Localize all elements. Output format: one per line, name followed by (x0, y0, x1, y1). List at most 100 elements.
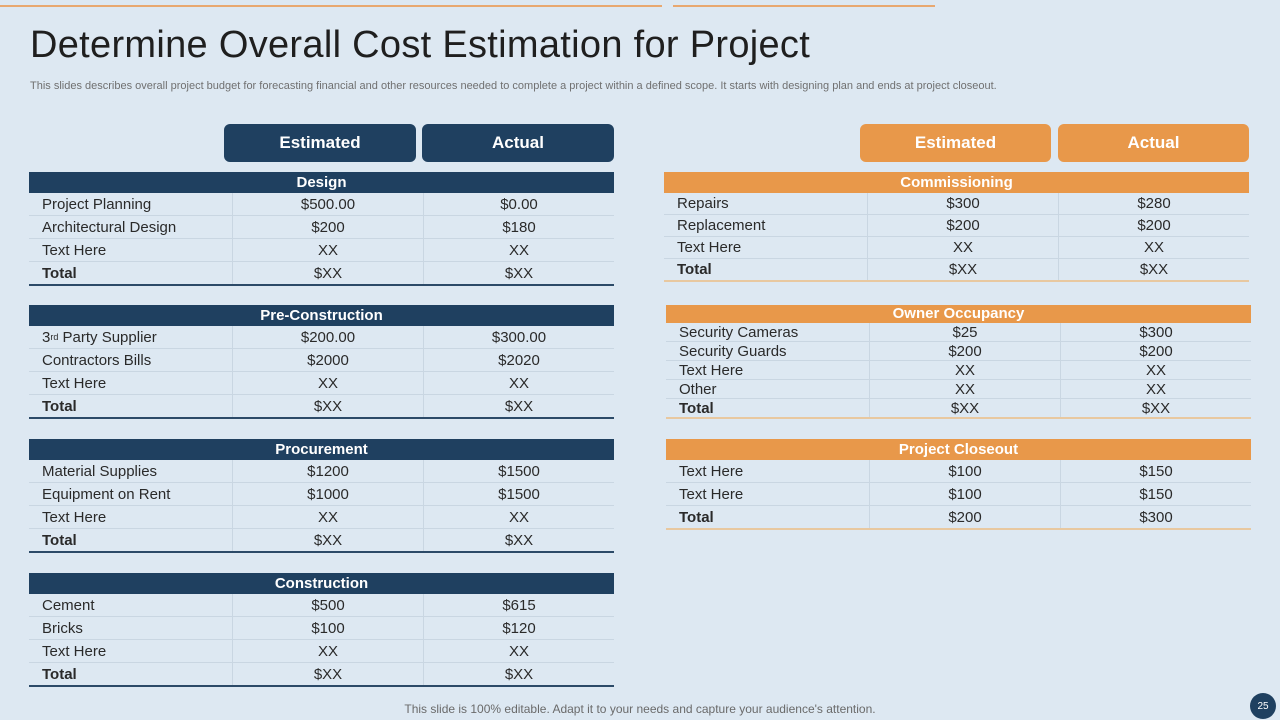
row-label: Other (679, 380, 717, 398)
actual-value: $150 (1060, 460, 1251, 482)
estimated-value: XX (232, 239, 423, 261)
estimated-value: $200 (869, 342, 1060, 360)
row-label: Text Here (679, 485, 744, 503)
project-closeout-table: Project Closeout Text Here $100 $150 Tex… (666, 439, 1251, 530)
design-table-title: Design (29, 172, 614, 193)
total-row: Total $XX $XX (664, 259, 1249, 282)
row-label: Text Here (42, 508, 107, 526)
total-row: Total $XX $XX (29, 395, 614, 419)
owner-occupancy-table-title: Owner Occupancy (666, 305, 1251, 323)
actual-value: $120 (423, 617, 614, 639)
left-actual-header: Actual (422, 124, 614, 162)
estimated-value: $XX (232, 395, 423, 417)
estimated-value: $500 (232, 594, 423, 616)
row-label: Total (42, 531, 77, 549)
row-label: Material Supplies (42, 462, 158, 480)
actual-value: $180 (423, 216, 614, 238)
estimated-value: $25 (869, 323, 1060, 341)
table-row: Architectural Design $200 $180 (29, 216, 614, 239)
actual-value: XX (423, 640, 614, 662)
estimated-value: $2000 (232, 349, 423, 371)
construction-table-title: Construction (29, 573, 614, 594)
estimated-value: $200.00 (232, 326, 423, 348)
table-row: Equipment on Rent $1000 $1500 (29, 483, 614, 506)
row-label: Architectural Design (42, 218, 177, 236)
top-accent-line-right (673, 5, 935, 7)
right-estimated-header: Estimated (860, 124, 1051, 162)
row-label: Repairs (677, 195, 729, 212)
row-label-suffix: rd (50, 332, 59, 342)
estimated-value: $200 (869, 506, 1060, 528)
table-row: Security Cameras $25 $300 (666, 323, 1251, 342)
actual-value: $XX (423, 663, 614, 685)
total-row: Total $XX $XX (29, 529, 614, 553)
estimated-value: XX (869, 361, 1060, 379)
table-row: Text Here XX XX (29, 640, 614, 663)
row-label: Total (42, 264, 77, 282)
actual-value: $XX (1058, 259, 1249, 280)
right-actual-header: Actual (1058, 124, 1249, 162)
estimated-value: $200 (867, 215, 1058, 236)
row-label: Text Here (677, 239, 742, 256)
row-label: Text Here (42, 374, 107, 392)
top-accent-line-left (0, 5, 662, 7)
actual-value: XX (423, 506, 614, 528)
row-label: Contractors Bills (42, 351, 152, 369)
row-label: Project Planning (42, 195, 152, 213)
table-row: Text Here XX XX (666, 361, 1251, 380)
actual-value: $2020 (423, 349, 614, 371)
actual-value: $150 (1060, 483, 1251, 505)
estimated-value: $1200 (232, 460, 423, 482)
total-row: Total $XX $XX (29, 262, 614, 286)
actual-value: XX (423, 239, 614, 261)
estimated-value: XX (232, 372, 423, 394)
table-row: Contractors Bills $2000 $2020 (29, 349, 614, 372)
actual-value: $300 (1060, 323, 1251, 341)
row-label: Total (42, 665, 77, 683)
actual-value: $1500 (423, 483, 614, 505)
actual-value: $200 (1060, 342, 1251, 360)
table-row: Text Here $100 $150 (666, 483, 1251, 506)
estimated-value: $XX (232, 262, 423, 284)
table-row: Text Here XX XX (29, 506, 614, 529)
estimated-value: $500.00 (232, 193, 423, 215)
total-row: Total $200 $300 (666, 506, 1251, 530)
estimated-value: XX (869, 380, 1060, 398)
actual-value: $XX (1060, 399, 1251, 417)
row-label: Total (677, 261, 712, 278)
estimated-value: $300 (867, 193, 1058, 214)
footer-note: This slide is 100% editable. Adapt it to… (404, 702, 876, 716)
estimated-value: $1000 (232, 483, 423, 505)
table-row: Text Here XX XX (29, 239, 614, 262)
estimated-value: $XX (232, 529, 423, 551)
actual-value: $300.00 (423, 326, 614, 348)
row-label: Cement (42, 596, 95, 614)
row-label-number: 3 (42, 328, 51, 346)
procurement-table-title: Procurement (29, 439, 614, 460)
table-row: Replacement $200 $200 (664, 215, 1249, 237)
table-row: Material Supplies $1200 $1500 (29, 460, 614, 483)
estimated-value: $100 (869, 483, 1060, 505)
row-label: Security Guards (679, 342, 787, 360)
actual-value: XX (1058, 237, 1249, 258)
row-label: Total (42, 397, 77, 415)
actual-value: $280 (1058, 193, 1249, 214)
estimated-value: $100 (232, 617, 423, 639)
row-label: Text Here (42, 241, 107, 259)
row-label: Text Here (679, 462, 744, 480)
pre-construction-table-title: Pre-Construction (29, 305, 614, 326)
actual-value: XX (1060, 361, 1251, 379)
actual-value: XX (1060, 380, 1251, 398)
actual-value: $XX (423, 395, 614, 417)
row-label: Text Here (42, 642, 107, 660)
table-row: Other XX XX (666, 380, 1251, 399)
row-label: Security Cameras (679, 323, 799, 341)
page-number-badge: 25 (1250, 693, 1276, 719)
row-label: Total (679, 508, 714, 526)
row-label: Equipment on Rent (42, 485, 171, 503)
commissioning-table-title: Commissioning (664, 172, 1249, 193)
actual-value: $XX (423, 529, 614, 551)
